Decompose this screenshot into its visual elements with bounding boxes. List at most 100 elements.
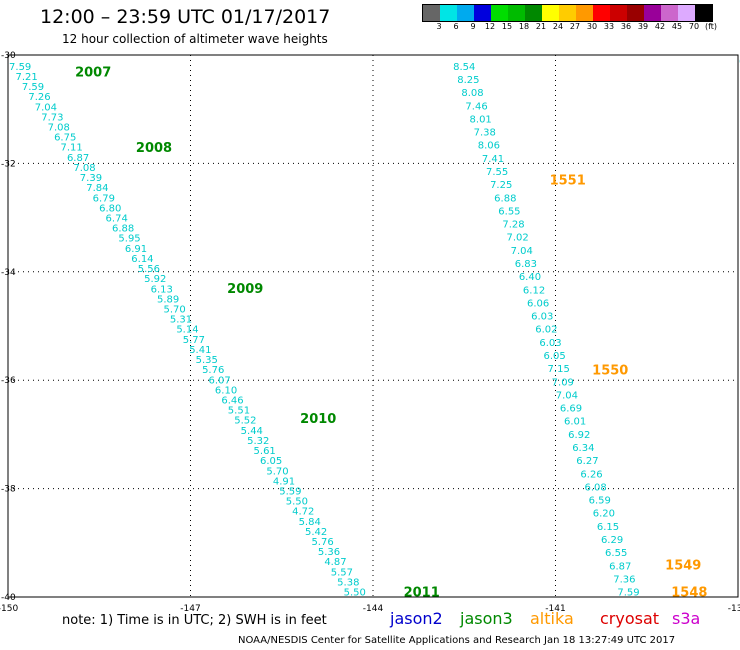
wave-height-value: 7.46 [465, 101, 487, 112]
wave-height-value: 7.59 [9, 62, 31, 73]
color-scale-label: 12 [484, 22, 496, 31]
axis-tick-labels: -150 -147 -144 -141 -138 -30 -32 -34 -36 -38 -40 [0, 51, 740, 614]
color-scale-label: 45 [671, 22, 683, 31]
wave-height-value: 6.87 [609, 561, 631, 572]
legend-altika: altika [530, 609, 574, 628]
wave-height-value: 7.11 [61, 143, 83, 154]
wave-height-value: 6.29 [601, 535, 623, 546]
time-label: 2011 [404, 586, 440, 601]
time-label: 1548 [671, 586, 707, 601]
wave-height-value: 5.57 [331, 567, 353, 578]
wave-height-value: 7.59 [22, 82, 44, 93]
color-scale-swatch [525, 5, 542, 21]
wave-height-value: 7.28 [502, 220, 524, 231]
wave-height-value: 6.69 [560, 404, 582, 415]
chart-subtitle: 12 hour collection of altimeter wave hei… [62, 32, 328, 46]
wave-height-value: 5.84 [299, 517, 321, 528]
x-tick-label: -141 [545, 604, 565, 614]
color-scale-label: 18 [518, 22, 530, 31]
wave-height-value: 4.91 [273, 476, 295, 487]
legend-cryosat: cryosat [600, 609, 660, 628]
wave-height-value: 6.15 [597, 522, 619, 533]
wave-height-value: 5.51 [228, 406, 250, 417]
color-scale-swatch [576, 5, 593, 21]
wave-height-value: 7.02 [506, 233, 528, 244]
color-scale-label: 33 [603, 22, 615, 31]
wave-height-value: 7.41 [482, 154, 504, 165]
color-scale-swatch [661, 5, 678, 21]
color-scale-swatch [593, 5, 610, 21]
color-scale-swatch [627, 5, 644, 21]
wave-height-value: 6.80 [99, 203, 121, 214]
wave-height-value: 5.38 [337, 577, 359, 588]
color-scale-label: 27 [569, 22, 581, 31]
wave-height-value: 7.25 [490, 180, 512, 191]
wave-height-value: 5.50 [344, 588, 366, 599]
wave-height-value: 7.36 [613, 574, 635, 585]
color-scale-swatch [423, 5, 440, 21]
wave-height-value: 8.54 [453, 62, 475, 73]
wave-height-value: 8.08 [461, 88, 483, 99]
color-scale-swatch [678, 5, 695, 21]
wave-height-value: 6.79 [93, 193, 115, 204]
time-labels: 2007200820092010201115511550154915481914… [75, 65, 707, 601]
y-tick-label: -36 [1, 376, 16, 386]
grid-lines [7, 54, 739, 598]
color-scale-labels: 3 6 9 12 15 18 21 24 27 30 33 36 39 42 45 70 (ft) [422, 22, 717, 34]
wave-height-value: 6.83 [515, 259, 537, 270]
color-scale-label: 70 [688, 22, 700, 31]
color-scale-swatch [644, 5, 661, 21]
wave-height-value: 6.06 [527, 298, 549, 309]
color-scale-swatch [559, 5, 576, 21]
color-scale-swatch [610, 5, 627, 21]
wave-height-value: 7.73 [41, 112, 63, 123]
color-scale-label: 21 [535, 22, 547, 31]
time-label: 2010 [300, 412, 336, 427]
wave-height-value: 6.10 [215, 385, 237, 396]
wave-height-value: 6.87 [67, 153, 89, 164]
wave-height-value: 6.13 [151, 284, 173, 295]
wave-height-value: 5.35 [196, 355, 218, 366]
color-scale-label: 36 [620, 22, 632, 31]
wave-height-value: 7.21 [15, 72, 37, 83]
wave-height-value: 7.04 [35, 102, 57, 113]
color-scale-swatch [474, 5, 491, 21]
wave-height-value: 7.26 [28, 92, 50, 103]
wave-height-value: 7.59 [617, 588, 639, 599]
wave-height-value: 6.46 [221, 395, 243, 406]
wave-height-value: 5.95 [118, 234, 140, 245]
wave-height-value: 5.31 [170, 315, 192, 326]
wave-height-value: 6.55 [605, 548, 627, 559]
wave-height-value: 6.01 [564, 417, 586, 428]
wave-height-value: 5.70 [266, 466, 288, 477]
wave-height-value: 6.08 [585, 482, 607, 493]
wave-height-value: 5.76 [311, 537, 333, 548]
x-tick-label: -147 [180, 604, 200, 614]
wave-height-value: 5.70 [163, 304, 185, 315]
wave-height-value: 5.59 [279, 486, 301, 497]
wave-height-value: 4.72 [292, 507, 314, 518]
color-scale-swatch [457, 5, 474, 21]
wave-height-value: 7.08 [73, 163, 95, 174]
legend-s3a: s3a [672, 609, 701, 628]
wave-height-value: 6.88 [112, 224, 134, 235]
time-label: 2008 [136, 141, 172, 156]
wave-height-value: 6.03 [531, 312, 553, 323]
wave-height-value: 7.08 [48, 123, 70, 134]
x-tick-label: -138 [728, 604, 740, 614]
wave-height-value: 6.14 [131, 254, 153, 265]
wave-height-value: 5.44 [241, 426, 263, 437]
wave-height-value: 5.50 [286, 497, 308, 508]
legend-jason2: jason2 [390, 609, 443, 628]
wave-height-value: 7.15 [548, 364, 570, 375]
color-scale-label: 30 [586, 22, 598, 31]
wave-height-value: 5.56 [138, 264, 160, 275]
color-scale-label: 9 [470, 22, 476, 31]
wave-height-value: 6.34 [572, 443, 594, 454]
wave-height-value: 7.04 [511, 246, 533, 257]
wave-height-value: 6.88 [494, 193, 516, 204]
wave-height-value: 5.92 [144, 274, 166, 285]
wave-height-value: 6.02 [535, 325, 557, 336]
wave-height-value: 6.75 [54, 133, 76, 144]
